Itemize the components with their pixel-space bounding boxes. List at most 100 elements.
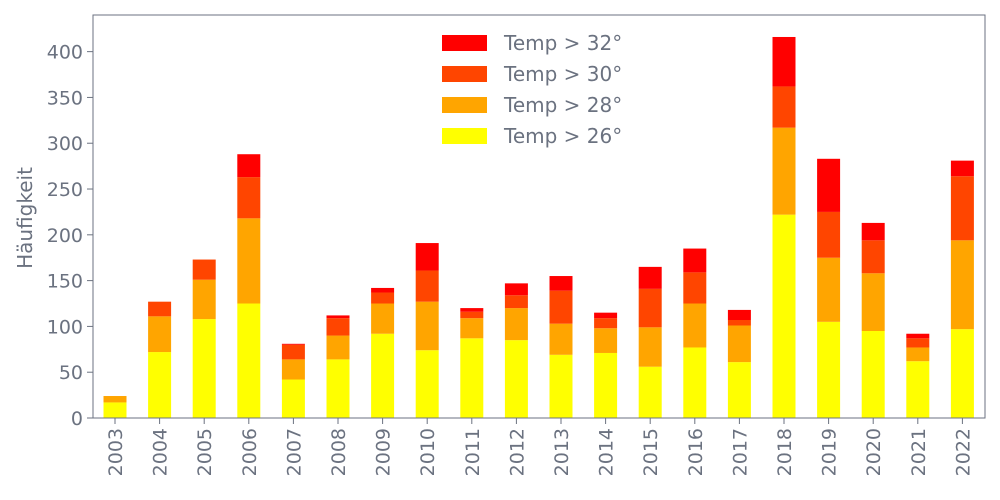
y-tick-label: 200: [47, 225, 83, 247]
bar-2010-series-3: [415, 243, 439, 271]
bar-2020-series-3: [861, 222, 885, 241]
bar-2019-series-3: [817, 158, 841, 212]
bar-2020-series-1: [861, 273, 885, 331]
bar-2022-series-0: [950, 329, 974, 418]
bar-2008-series-0: [326, 359, 350, 418]
bar-2014-series-3: [594, 312, 618, 319]
bar-2012-series-1: [504, 308, 528, 341]
y-tick-label: 400: [47, 42, 83, 64]
bar-2015-series-0: [638, 366, 662, 418]
bar-2006-series-0: [237, 303, 261, 418]
x-tick-label: 2021: [908, 428, 930, 476]
bar-2007-series-0: [281, 379, 305, 418]
bar-2022-series-2: [950, 176, 974, 241]
bar-2020-series-0: [861, 330, 885, 418]
bar-2010-series-2: [415, 270, 439, 302]
bar-2019-series-0: [817, 321, 841, 418]
bar-2021-series-3: [906, 333, 930, 339]
bar-2006-series-2: [237, 177, 261, 219]
x-tick-label: 2007: [283, 428, 305, 476]
legend-swatch: [442, 66, 487, 82]
y-tick-label: 100: [47, 316, 83, 338]
x-tick-label: 2013: [551, 428, 573, 476]
bar-2022-series-1: [950, 240, 974, 330]
bar-2008-series-3: [326, 315, 350, 319]
y-tick-label: 300: [47, 133, 83, 155]
bar-2008-series-2: [326, 318, 350, 336]
bar-2018-series-1: [772, 127, 796, 215]
legend: Temp > 32° Temp > 30° Temp > 28° Temp > 26°: [442, 31, 622, 148]
bar-2005-series-2: [192, 259, 216, 280]
bars-group: [103, 36, 974, 418]
bar-2003-series-1: [103, 396, 127, 403]
bar-2006-series-3: [237, 154, 261, 178]
bar-2013-series-0: [549, 354, 573, 418]
x-tick-label: 2005: [194, 428, 216, 476]
y-axis: 0 50 100 150 200 250 300 350 400: [47, 42, 93, 430]
x-tick-label: 2014: [596, 428, 618, 476]
bar-2007-series-1: [281, 359, 305, 380]
bar-2004-series-2: [148, 301, 172, 317]
bar-2018-series-0: [772, 214, 796, 418]
x-tick-label: 2003: [105, 428, 127, 476]
x-tick-label: 2022: [952, 428, 974, 476]
x-tick-label: 2009: [373, 428, 395, 476]
bar-2017-series-3: [727, 309, 751, 320]
bar-2018-series-2: [772, 86, 796, 128]
x-tick-label: 2010: [417, 428, 439, 476]
x-tick-label: 2017: [729, 428, 751, 476]
bar-2011-series-1: [460, 318, 484, 339]
x-tick-label: 2012: [506, 428, 528, 476]
plot-frame: [92, 14, 986, 419]
bar-2009-series-1: [371, 303, 395, 334]
x-tick-label: 2020: [863, 428, 885, 476]
legend-swatch: [442, 35, 487, 51]
bar-2020-series-2: [861, 240, 885, 274]
y-tick-label: 0: [71, 408, 83, 430]
bar-2009-series-0: [371, 333, 395, 418]
bar-2013-series-2: [549, 290, 573, 324]
y-tick-label: 250: [47, 179, 83, 201]
legend-label: Temp > 28°: [503, 93, 622, 117]
bar-2004-series-1: [148, 316, 172, 353]
bar-2015-series-2: [638, 288, 662, 328]
bar-2019-series-2: [817, 211, 841, 258]
bar-2010-series-1: [415, 301, 439, 351]
bar-2016-series-2: [683, 272, 707, 304]
bar-2017-series-0: [727, 362, 751, 418]
bar-2021-series-1: [906, 347, 930, 362]
bar-2014-series-2: [594, 318, 618, 329]
bar-2011-series-0: [460, 338, 484, 418]
y-axis-title: Häufigkeit: [13, 167, 37, 269]
bar-2012-series-0: [504, 340, 528, 418]
legend-label: Temp > 30°: [503, 62, 622, 86]
bar-2016-series-0: [683, 347, 707, 418]
legend-swatch: [442, 128, 487, 144]
x-tick-label: 2015: [640, 428, 662, 476]
x-tick-label: 2006: [239, 428, 261, 476]
bar-2012-series-3: [504, 283, 528, 296]
bar-2015-series-3: [638, 266, 662, 289]
legend-swatch: [442, 97, 487, 113]
bar-2007-series-2: [281, 344, 305, 360]
bar-2017-series-2: [727, 319, 751, 326]
x-axis: 2003 2004 2005 2006 2007 2008 2009 2010 2011 2012…: [105, 418, 974, 476]
bar-2009-series-3: [371, 287, 395, 293]
y-tick-label: 150: [47, 271, 83, 293]
bar-2017-series-1: [727, 325, 751, 363]
x-tick-label: 2019: [819, 428, 841, 476]
bar-2004-series-0: [148, 352, 172, 418]
bar-2013-series-1: [549, 323, 573, 355]
legend-label: Temp > 32°: [503, 31, 622, 55]
bar-2016-series-3: [683, 248, 707, 273]
bar-2018-series-3: [772, 36, 796, 87]
bar-2005-series-0: [192, 319, 216, 418]
x-tick-label: 2016: [685, 428, 707, 476]
bar-2011-series-2: [460, 311, 484, 319]
x-tick-label: 2008: [328, 428, 350, 476]
bar-2009-series-2: [371, 292, 395, 304]
y-tick-label: 350: [47, 87, 83, 109]
legend-label: Temp > 26°: [503, 124, 622, 148]
bar-2008-series-1: [326, 335, 350, 360]
bar-2019-series-1: [817, 257, 841, 322]
